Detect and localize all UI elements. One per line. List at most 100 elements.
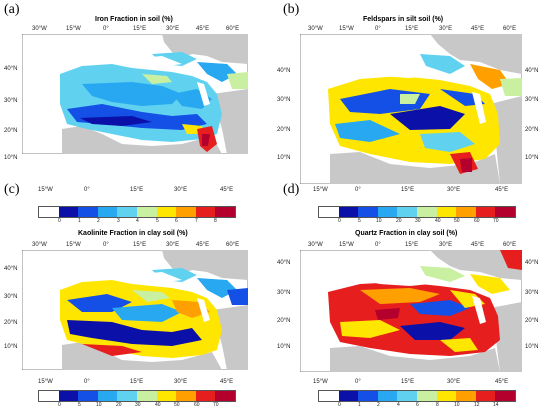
bottom-lon-label: 30°E (174, 379, 188, 385)
left-lat-label: 40°N (4, 66, 18, 72)
color-swatch (58, 207, 79, 217)
colorbar-tick: 70 (213, 402, 219, 408)
map-frame (21, 33, 249, 155)
colorbar-tick: 60 (474, 218, 480, 224)
left-lat-label: 40°N (277, 260, 291, 266)
feldspar-map (299, 33, 523, 185)
color-swatch (495, 207, 515, 217)
panel-label: (d) (283, 182, 300, 197)
colorbar-tick: 10 (96, 402, 102, 408)
color-swatch (397, 207, 417, 217)
bottom-lon-label: 0° (84, 379, 90, 385)
color-swatch (495, 391, 515, 401)
color-swatch (377, 391, 398, 401)
top-lon-label: 30°E (439, 242, 453, 248)
map-frame (21, 249, 249, 371)
right-lat-label: 30°N (525, 97, 539, 103)
bottom-lon-label: 45°E (495, 379, 509, 385)
panel-title: Feldspars in silt soil (%) (363, 16, 444, 23)
top-lon-label: 15°W (339, 242, 354, 248)
right-lat-label: 40°N (525, 260, 539, 266)
bottom-lon-label: 15°E (401, 379, 415, 385)
color-swatch (215, 391, 235, 401)
bottom-lon-label: 30°E (174, 187, 188, 193)
top-lon-label: 60°E (503, 26, 517, 32)
top-lon-label: 0° (375, 242, 381, 248)
colorbar-tick: 12 (474, 402, 480, 408)
top-lon-label: 45°E (471, 242, 485, 248)
color-swatch (456, 207, 476, 217)
left-lat-label: 40°N (4, 266, 18, 272)
panel-b: (b) Feldspars in silt soil (%) 30°W 15°W… (275, 0, 550, 205)
colorbar-tick: 7 (195, 218, 198, 224)
top-lon-label: 30°W (308, 26, 323, 32)
colorbar-tick: 70 (493, 218, 499, 224)
colorbar-swatches (318, 206, 516, 218)
colorbar-swatches (38, 390, 236, 402)
color-swatch (78, 207, 98, 217)
colorbar-tick: 6 (416, 402, 419, 408)
top-lon-label: 0° (103, 242, 109, 248)
bottom-lon-label: 45°E (220, 379, 234, 385)
top-lon-label: 15°E (133, 26, 147, 32)
bottom-lon-label: 15°W (313, 379, 328, 385)
top-lon-label: 45°E (471, 26, 485, 32)
left-lat-label: 30°N (4, 98, 18, 104)
left-lat-label: 20°N (277, 127, 291, 133)
colorbar-tick: 60 (194, 402, 200, 408)
colorbar-tick: 0 (58, 218, 61, 224)
colorbar-tick: 1 (78, 218, 81, 224)
color-swatch (475, 391, 496, 401)
colorbar-tick: 10 (454, 402, 460, 408)
colorbar-tick: 14 (493, 402, 499, 408)
top-lon-label: 60°E (226, 242, 240, 248)
left-lat-label: 10°N (4, 155, 18, 161)
colorbar-tick: 5 (78, 402, 81, 408)
colorbar-tick: 20 (396, 218, 402, 224)
color-swatch (97, 207, 118, 217)
top-lon-label: 0° (375, 26, 381, 32)
iron-map (21, 33, 249, 155)
color-swatch (39, 391, 59, 401)
panel-a: (a) Iron Fraction in soil (%) 30° (0, 0, 275, 205)
top-lon-label: 0° (103, 26, 109, 32)
color-swatch (39, 207, 59, 217)
color-swatch (176, 207, 196, 217)
right-lat-label: 40°N (525, 68, 539, 74)
color-swatch (475, 207, 496, 217)
right-lat-label: 30°N (525, 290, 539, 296)
left-lat-label: 10°N (277, 344, 291, 350)
left-lat-label: 40°N (277, 68, 291, 74)
color-swatch (117, 391, 137, 401)
colorbar-swatches (38, 206, 236, 218)
quartz-map (299, 249, 523, 373)
colorbar-tick: 0 (338, 402, 341, 408)
bottom-lon-label: 15°E (401, 187, 415, 193)
colorbar-tick: 50 (174, 402, 180, 408)
top-lon-label: 30°E (439, 26, 453, 32)
top-lon-label: 60°E (226, 26, 240, 32)
top-lon-label: 30°E (166, 26, 180, 32)
colorbar-tick: 30 (135, 402, 141, 408)
bottom-lon-label: 30°E (447, 379, 461, 385)
color-swatch (97, 391, 118, 401)
panel-title: Kaolinite Fraction in clay soil (%) (78, 230, 188, 237)
kaolinite-map (21, 249, 249, 371)
colorbar-tick: 2 (97, 218, 100, 224)
right-lat-label: 10°N (525, 344, 539, 350)
bottom-lon-label: 15°E (130, 187, 144, 193)
panel-c: (c) 15°W 0° 15°E 30°E 45°E Kaolinite Fra… (0, 180, 275, 385)
colorbar-tick: 1 (358, 402, 361, 408)
color-swatch (156, 207, 177, 217)
bottom-lon-label: 15°W (38, 187, 53, 193)
left-lat-label: 30°N (277, 97, 291, 103)
colorbar-swatches (318, 390, 516, 402)
colorbar-tick: 40 (435, 218, 441, 224)
panel-label: (c) (4, 182, 20, 197)
left-lat-label: 30°N (4, 294, 18, 300)
top-lon-label: 45°E (196, 242, 210, 248)
color-swatch (436, 391, 457, 401)
left-lat-label: 10°N (4, 344, 18, 350)
bottom-lon-label: 0° (84, 187, 90, 193)
left-lat-label: 30°N (277, 290, 291, 296)
